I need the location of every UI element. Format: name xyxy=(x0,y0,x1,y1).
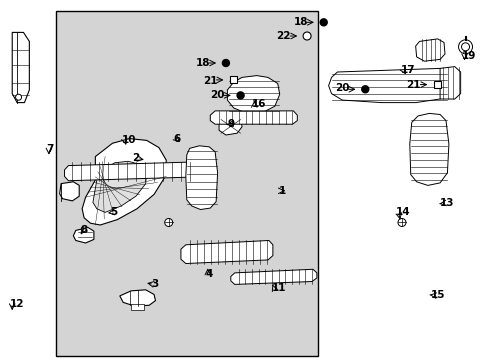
Text: 10: 10 xyxy=(122,135,137,145)
Circle shape xyxy=(16,94,21,100)
Polygon shape xyxy=(12,32,29,103)
Text: 14: 14 xyxy=(395,207,410,217)
Polygon shape xyxy=(73,228,94,243)
Text: 13: 13 xyxy=(439,198,454,208)
Circle shape xyxy=(237,92,244,99)
Polygon shape xyxy=(433,81,440,88)
Text: 16: 16 xyxy=(251,99,266,109)
Polygon shape xyxy=(230,269,316,284)
Text: 6: 6 xyxy=(173,134,181,144)
Text: 17: 17 xyxy=(400,65,415,75)
Text: 20: 20 xyxy=(210,90,224,100)
Text: 1: 1 xyxy=(278,186,285,196)
Polygon shape xyxy=(328,68,449,103)
Text: 9: 9 xyxy=(227,119,234,129)
Text: 7: 7 xyxy=(46,144,54,154)
Polygon shape xyxy=(93,161,146,212)
Polygon shape xyxy=(227,76,279,113)
Circle shape xyxy=(303,32,310,40)
Circle shape xyxy=(164,219,172,226)
Polygon shape xyxy=(210,111,297,124)
Polygon shape xyxy=(181,240,272,264)
Text: 2: 2 xyxy=(132,153,139,163)
Polygon shape xyxy=(56,11,317,356)
Polygon shape xyxy=(131,304,144,310)
Text: 20: 20 xyxy=(334,83,349,93)
Text: 18: 18 xyxy=(195,58,210,68)
Polygon shape xyxy=(219,117,242,135)
Polygon shape xyxy=(82,139,166,225)
Text: 5: 5 xyxy=(110,207,117,217)
Text: 4: 4 xyxy=(205,269,212,279)
Circle shape xyxy=(397,219,405,226)
Text: 3: 3 xyxy=(151,279,159,289)
Text: 21: 21 xyxy=(405,80,420,90)
Polygon shape xyxy=(64,162,195,181)
Text: 21: 21 xyxy=(203,76,217,86)
Text: 8: 8 xyxy=(81,225,88,235)
Text: 11: 11 xyxy=(271,283,285,293)
Circle shape xyxy=(222,59,229,67)
Polygon shape xyxy=(120,290,155,306)
Text: 12: 12 xyxy=(10,299,24,309)
Polygon shape xyxy=(409,113,448,185)
Text: 18: 18 xyxy=(293,17,307,27)
Text: 15: 15 xyxy=(429,290,444,300)
Text: 19: 19 xyxy=(461,51,475,61)
Circle shape xyxy=(320,19,326,26)
Polygon shape xyxy=(229,76,236,84)
Polygon shape xyxy=(60,182,79,201)
Circle shape xyxy=(461,43,468,51)
Polygon shape xyxy=(185,146,217,210)
Polygon shape xyxy=(439,67,460,99)
Polygon shape xyxy=(415,39,444,61)
Circle shape xyxy=(361,86,368,93)
Text: 22: 22 xyxy=(276,31,290,41)
Circle shape xyxy=(458,40,471,54)
